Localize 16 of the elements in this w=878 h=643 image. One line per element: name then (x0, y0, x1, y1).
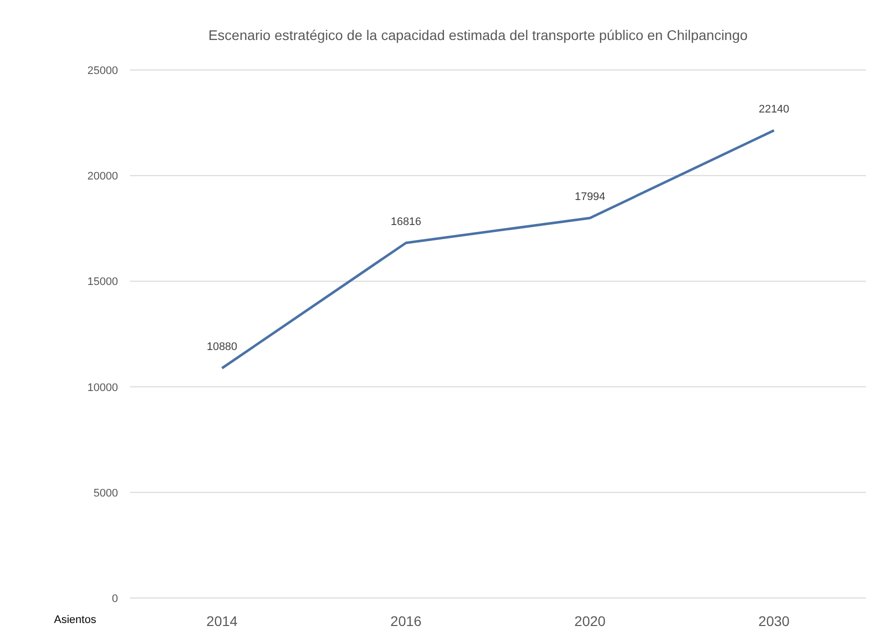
x-tick-label: 2030 (758, 613, 790, 629)
data-label: 16816 (390, 216, 422, 228)
text: Asientos (54, 614, 97, 626)
x-tick-label: 2020 (574, 613, 606, 629)
chart-title: Escenario estratégico de la capacidad estimada del transporte público en Chilpancingo (208, 27, 748, 43)
y-tick-label: 20000 (87, 170, 118, 183)
y-tick-label: 10000 (87, 382, 118, 394)
y-tick-label: 5000 (94, 487, 118, 500)
y-tick-label: 0 (112, 593, 118, 605)
data-label: 10880 (206, 341, 238, 354)
y-tick-label: 15000 (87, 276, 118, 288)
data-label: 17994 (574, 190, 606, 203)
y-tick-label: 25000 (87, 65, 118, 77)
x-tick-label: 2014 (206, 613, 238, 629)
x-tick-label: 2016 (390, 613, 422, 629)
data-label: 22140 (758, 103, 790, 116)
